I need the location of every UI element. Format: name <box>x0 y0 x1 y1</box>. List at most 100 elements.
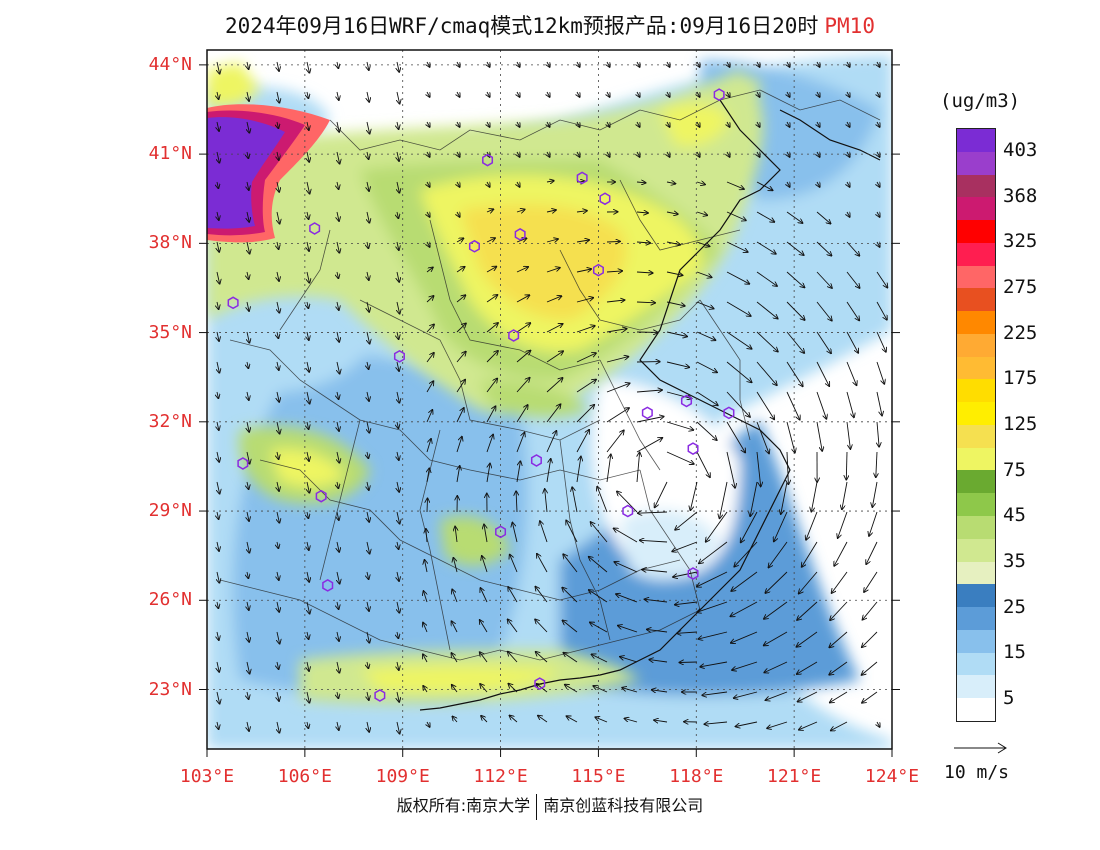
wind-arrow <box>217 271 220 284</box>
wind-arrow <box>799 571 818 594</box>
city-marker <box>534 677 546 690</box>
wind-arrow <box>426 410 432 423</box>
wind-arrow <box>277 511 279 523</box>
wind-arrow <box>876 451 877 477</box>
wind-arrow <box>277 691 279 701</box>
legend-label: 275 <box>1003 275 1038 298</box>
wind-arrow <box>876 361 884 384</box>
wind-arrow <box>787 182 790 187</box>
wind-arrow <box>877 421 879 447</box>
wind-arrow <box>756 451 761 486</box>
wind-arrow <box>277 391 279 402</box>
wind-arrow <box>636 417 664 423</box>
city-marker <box>622 504 634 518</box>
wind-arrow <box>617 491 638 513</box>
wind-arrow <box>427 722 430 727</box>
map-content <box>207 50 892 749</box>
city-marker <box>495 525 507 539</box>
wind-arrow <box>731 631 758 643</box>
wind-arrow <box>767 721 788 728</box>
wind-arrow <box>756 181 773 190</box>
wind-arrow <box>769 541 788 567</box>
wind-arrow <box>614 528 638 543</box>
wind-arrow <box>592 654 608 663</box>
wind-arrow <box>607 62 610 67</box>
wind-arrow <box>637 62 640 67</box>
lon-label: 112°E <box>473 766 528 787</box>
wind-arrow <box>307 121 309 130</box>
wind-arrow <box>456 323 466 333</box>
wind-arrow <box>337 211 339 221</box>
wind-arrow <box>726 301 751 316</box>
wind-arrow <box>217 721 219 729</box>
wind-arrow <box>655 481 668 507</box>
wind-arrow <box>847 122 850 127</box>
wind-arrow <box>786 331 804 353</box>
legend-swatch <box>957 197 995 221</box>
wind-arrow <box>698 631 728 639</box>
wind-arrow <box>756 211 774 222</box>
wind-arrow <box>846 421 850 449</box>
legend-label: 403 <box>1003 138 1038 161</box>
wind-arrow <box>277 661 279 669</box>
wind-arrow <box>787 62 790 67</box>
city-marker <box>322 579 334 592</box>
wind-arrow <box>577 62 580 67</box>
wind-arrow <box>830 601 848 620</box>
wind-arrow <box>576 353 596 363</box>
wind-arrow <box>536 652 548 663</box>
wind-arrow <box>696 391 718 405</box>
wind-arrow <box>764 631 788 645</box>
wind-arrow <box>607 122 610 127</box>
legend-swatch <box>957 356 995 380</box>
wind-arrow <box>247 511 249 521</box>
wind-arrow <box>547 122 550 127</box>
wind-arrow <box>846 391 854 417</box>
wind-arrow <box>426 267 433 273</box>
wind-arrow <box>456 267 465 273</box>
city-marker <box>530 454 542 467</box>
wind-arrow <box>247 301 249 311</box>
wind-arrow <box>706 511 728 542</box>
wind-arrow <box>337 511 339 520</box>
wind-arrow <box>726 271 749 284</box>
legend-label: 225 <box>1003 321 1038 344</box>
wind-arrow <box>697 62 700 67</box>
wind-arrow <box>757 62 760 67</box>
wind-arrow <box>517 152 520 157</box>
wind-arrow <box>787 152 790 157</box>
wind-arrow <box>622 688 638 693</box>
wind-arrow <box>750 481 758 516</box>
legend-label: 175 <box>1003 367 1038 390</box>
wind-arrow <box>337 301 339 310</box>
wind-arrow <box>666 301 685 306</box>
wind-arrow <box>862 691 878 703</box>
wind-arrow <box>337 451 339 463</box>
wind-arrow <box>766 691 788 700</box>
wind-arrow <box>423 654 427 663</box>
wind-arrow <box>277 181 279 192</box>
wind-arrow <box>696 212 707 215</box>
wind-arrow <box>797 631 818 647</box>
wind-arrow <box>307 361 309 372</box>
wind-arrow <box>247 331 249 343</box>
wind-arrow <box>397 601 399 613</box>
wind-arrow <box>397 631 398 638</box>
wind-arrow <box>876 331 886 352</box>
wind-arrow <box>831 721 848 731</box>
wind-arrow <box>666 451 694 464</box>
wind-arrow <box>654 720 668 722</box>
wind-arrow <box>616 594 638 603</box>
wind-arrow <box>727 152 730 157</box>
legend-label: 25 <box>1003 595 1026 618</box>
wind-arrow <box>606 408 629 423</box>
wind-arrow <box>427 212 430 217</box>
wind-arrow <box>277 541 278 548</box>
wind-arrow <box>217 301 219 309</box>
wind-arrow <box>563 653 578 663</box>
wind-arrow <box>786 361 803 386</box>
wind-arrow <box>426 529 427 543</box>
city-marker <box>315 489 327 503</box>
wind-arrow <box>565 685 578 693</box>
